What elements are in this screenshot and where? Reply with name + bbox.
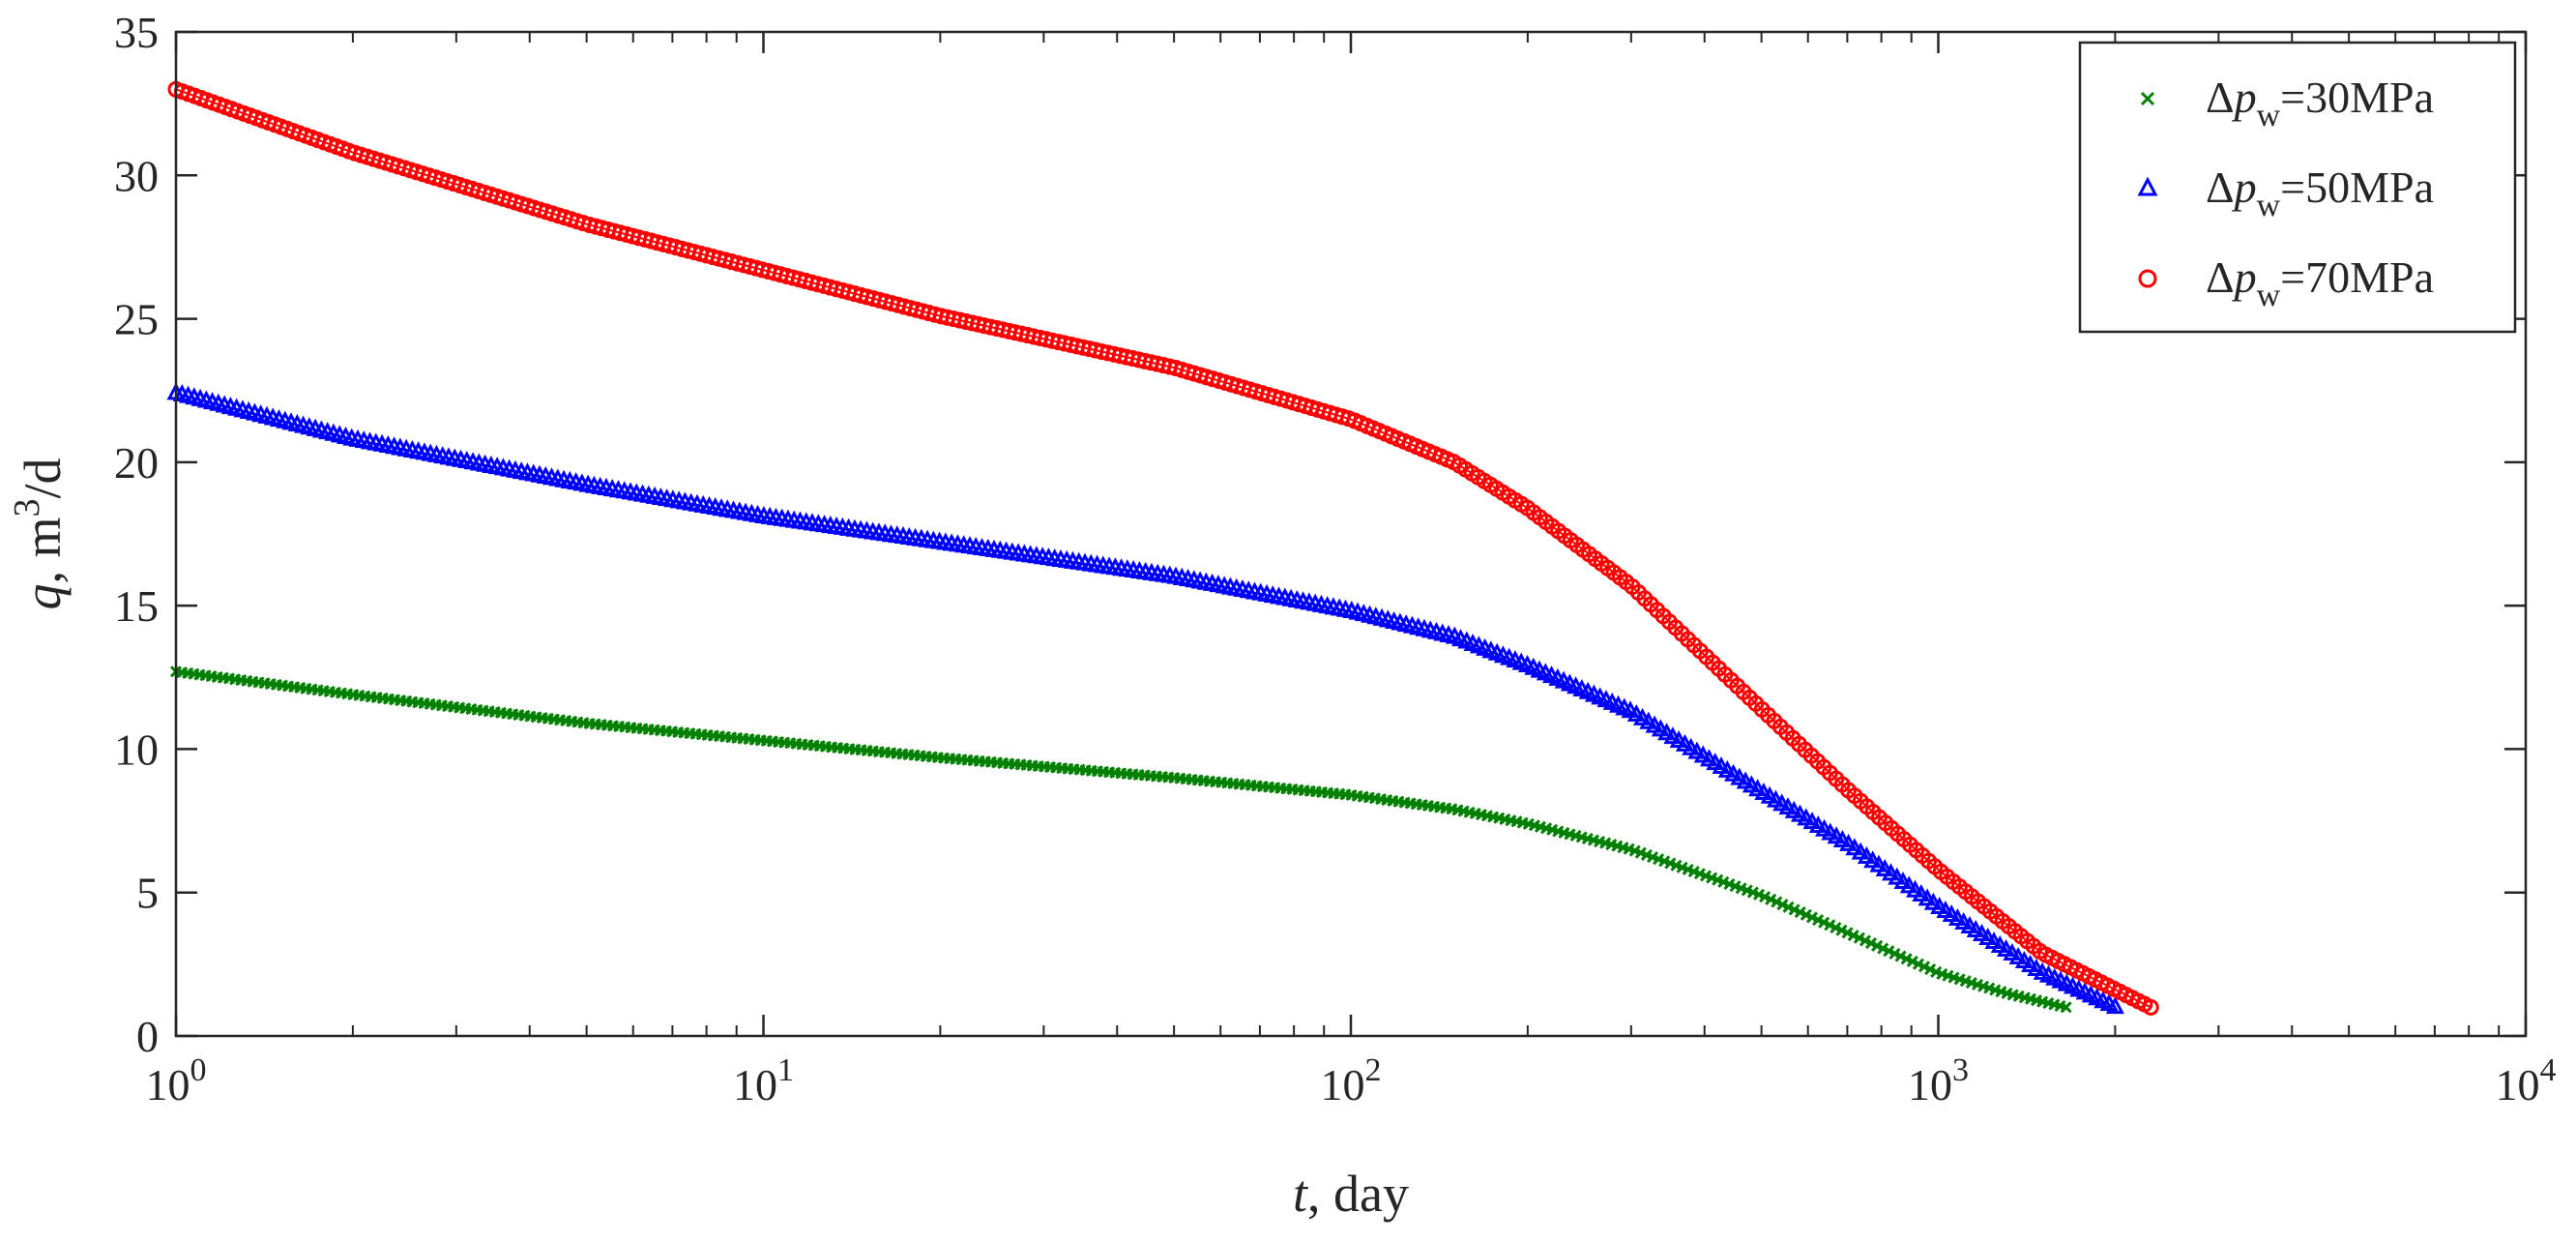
data-point [1864, 937, 1878, 950]
legend-item: Δpw=70MPa [2138, 252, 2434, 313]
legend-label: Δpw=70MPa [2206, 252, 2434, 313]
legend-marker [2138, 269, 2157, 288]
data-point [1894, 950, 1907, 962]
data-point [1877, 942, 1889, 955]
data-point [1847, 929, 1859, 942]
series-layer [166, 80, 2159, 1016]
legend-marker [2137, 176, 2158, 196]
series-50mpa [166, 382, 2124, 1015]
x-tick-label: 100 [146, 1052, 207, 1109]
data-point [1906, 955, 1918, 968]
data-point [1841, 927, 1854, 939]
legend-label: Δpw=50MPa [2206, 163, 2434, 223]
legend: Δpw=30MPa Δpw=50MPa Δpw=70MPa [2078, 41, 2517, 334]
data-point [1924, 963, 1937, 976]
data-point [1917, 961, 1931, 973]
series-30mpa [169, 665, 2072, 1014]
y-tick-label: 25 [114, 295, 159, 344]
data-point [2142, 998, 2159, 1016]
y-tick-label: 35 [114, 8, 159, 57]
data-point [1888, 947, 1901, 960]
data-point [1883, 945, 1895, 958]
y-axis-label: q, m3/d [7, 458, 72, 609]
y-tick-label: 5 [136, 869, 159, 918]
legend-label: Δpw=30MPa [2206, 73, 2434, 133]
legend-item: Δpw=30MPa [2140, 73, 2434, 133]
tick-layer [174, 30, 2528, 1038]
data-point [2105, 996, 2124, 1015]
legend-item: Δpw=50MPa [2137, 163, 2434, 223]
y-tick-label: 30 [114, 151, 159, 200]
data-point [2060, 1001, 2072, 1014]
x-tick-label: 104 [2496, 1052, 2557, 1109]
data-point [1900, 953, 1913, 965]
label-layer: 0 5 10 15 20 25 30 35 100 101 102 103 104 t, day q, m3… [7, 8, 2557, 1223]
x-tick-label: 102 [1321, 1052, 1382, 1109]
data-point [1912, 958, 1924, 970]
x-axis-label: t, day [1293, 1165, 1409, 1223]
x-tick-label: 101 [733, 1052, 794, 1109]
series-70mpa [167, 80, 2159, 1016]
y-tick-label: 0 [136, 1012, 159, 1061]
y-tick-label: 15 [114, 581, 159, 631]
y-tick-label: 10 [114, 724, 159, 774]
data-point [1859, 934, 1872, 947]
y-tick-label: 20 [114, 438, 159, 488]
x-tick-label: 103 [1908, 1052, 1969, 1109]
data-point [1871, 939, 1884, 952]
data-point [1853, 932, 1865, 944]
legend-marker [2140, 91, 2155, 106]
